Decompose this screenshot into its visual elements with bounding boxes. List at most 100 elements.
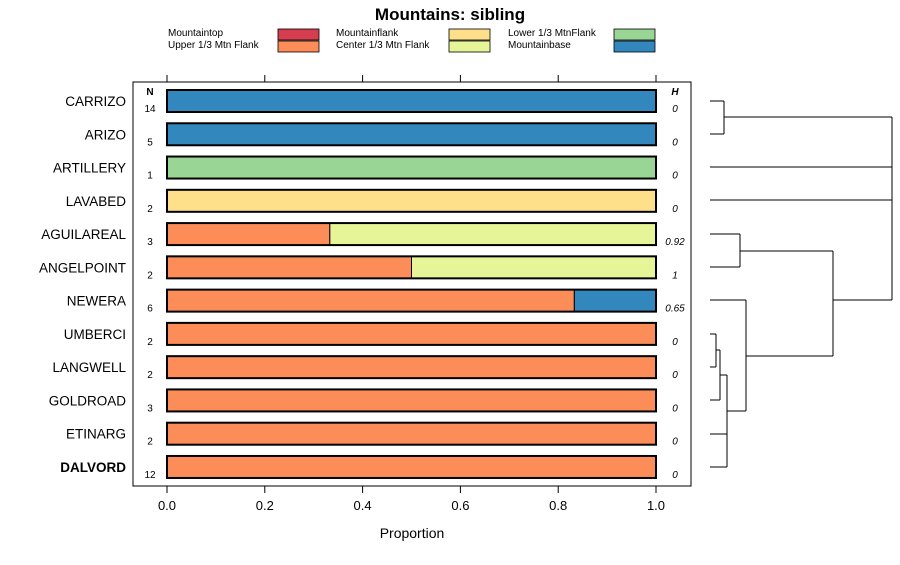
site-label: CARRIZO (65, 94, 126, 109)
bar-outline (166, 255, 657, 280)
n-value: 12 (144, 470, 156, 481)
n-value: 3 (147, 403, 153, 414)
site-label: NEWERA (67, 294, 126, 309)
legend-label: Center 1/3 Mtn Flank (336, 40, 430, 51)
bar-segment (411, 255, 657, 279)
dendrogram-branch (740, 250, 834, 356)
bar-segment (166, 255, 412, 279)
bar-segment (166, 89, 657, 113)
x-tick-label: 0.4 (354, 498, 372, 513)
bar-segment (166, 355, 657, 379)
n-value: 14 (144, 104, 156, 115)
bar-segment (166, 189, 657, 213)
dendrogram-branch (710, 100, 725, 135)
n-column-header: N (146, 87, 153, 98)
site-label: ARTILLERY (53, 161, 126, 176)
bar-segment (166, 222, 331, 246)
n-value: 2 (147, 337, 153, 348)
legend-label: Mountainbase (508, 40, 571, 51)
x-axis: 0.0 0.2 0.4 0.6 0.8 1.0 (158, 75, 665, 513)
bar-segment (166, 156, 657, 180)
bar-rows: CARRIZO 14 0 ARIZO 5 0 ARTILLERY 1 0 LAVABED 2 0 AGU… (39, 89, 685, 481)
h-value: 0 (672, 370, 678, 381)
legend-swatch (613, 28, 656, 41)
n-value: 2 (147, 204, 153, 215)
n-value: 2 (147, 370, 153, 381)
dendrogram (710, 100, 893, 468)
h-value: 0.65 (665, 304, 685, 315)
bar-outline (166, 321, 657, 346)
site-label: DALVORD (60, 460, 126, 475)
legend-swatch (448, 40, 491, 53)
n-value: 5 (147, 137, 153, 148)
x-axis-label: Proportion (380, 525, 445, 541)
bar-outline (166, 421, 657, 446)
h-value: 0 (672, 337, 678, 348)
legend-swatch (277, 40, 320, 53)
dendrogram-branch (710, 299, 747, 411)
bar-outline (166, 288, 657, 313)
n-value: 2 (147, 437, 153, 448)
h-value: 0 (672, 204, 678, 215)
site-label: ARIZO (85, 127, 126, 142)
x-tick-label: 0.2 (256, 498, 274, 513)
h-value: 0 (672, 171, 678, 182)
dendrogram-branch (710, 233, 741, 268)
dendrogram-branch (710, 374, 728, 468)
bar-segment (166, 422, 657, 446)
dendrogram-branch (710, 116, 893, 300)
legend-label: Mountainflank (336, 28, 399, 39)
bar-outline (166, 454, 657, 479)
bar-outline (166, 188, 657, 213)
legend-swatch (448, 28, 491, 41)
bar-outline (166, 155, 657, 180)
site-label: ETINARG (66, 427, 126, 442)
bar-segment (166, 322, 657, 346)
site-label: GOLDROAD (49, 393, 127, 408)
legend-label: Lower 1/3 MtnFlank (508, 28, 597, 39)
site-label: ANGELPOINT (39, 260, 126, 275)
bar-outline (166, 388, 657, 413)
legend-label: Upper 1/3 Mtn Flank (168, 40, 260, 51)
n-value: 3 (147, 237, 153, 248)
h-value: 0 (672, 403, 678, 414)
h-value: 0 (672, 104, 678, 115)
n-value: 2 (147, 270, 153, 281)
h-column-header: H (671, 87, 679, 98)
x-tick-label: 1.0 (647, 498, 665, 513)
bar-segment (573, 289, 657, 313)
bar-segment (166, 289, 575, 313)
plot-frame (132, 81, 692, 487)
dendrogram-branch (710, 349, 721, 401)
bar-outline (166, 89, 657, 113)
n-value: 6 (147, 304, 153, 315)
bar-segment (166, 122, 657, 146)
legend-label: Mountaintop (168, 28, 223, 39)
bar-outline (166, 122, 657, 147)
x-tick-label: 0.8 (549, 498, 567, 513)
h-value: 0 (672, 437, 678, 448)
bar-segment (166, 388, 657, 412)
h-value: 0 (672, 470, 678, 481)
x-tick-label: 0.6 (451, 498, 469, 513)
chart-title: Mountains: sibling (375, 5, 525, 24)
dendrogram-branch (727, 299, 892, 412)
bar-outline (166, 355, 657, 380)
site-label: LANGWELL (52, 360, 126, 375)
n-value: 1 (147, 171, 153, 182)
legend-swatch (613, 40, 656, 53)
h-value: 0.92 (665, 237, 685, 248)
site-label: AGUILAREAL (41, 227, 126, 242)
dendrogram-branch (710, 333, 717, 368)
site-label: LAVABED (66, 194, 127, 209)
bar-outline (166, 222, 657, 247)
bar-segment (329, 222, 657, 246)
h-value: 0 (672, 137, 678, 148)
bar-segment (166, 455, 657, 479)
site-label: UMBERCI (64, 327, 126, 342)
x-tick-label: 0.0 (158, 498, 176, 513)
h-value: 1 (672, 270, 678, 281)
legend-swatch (277, 28, 320, 41)
